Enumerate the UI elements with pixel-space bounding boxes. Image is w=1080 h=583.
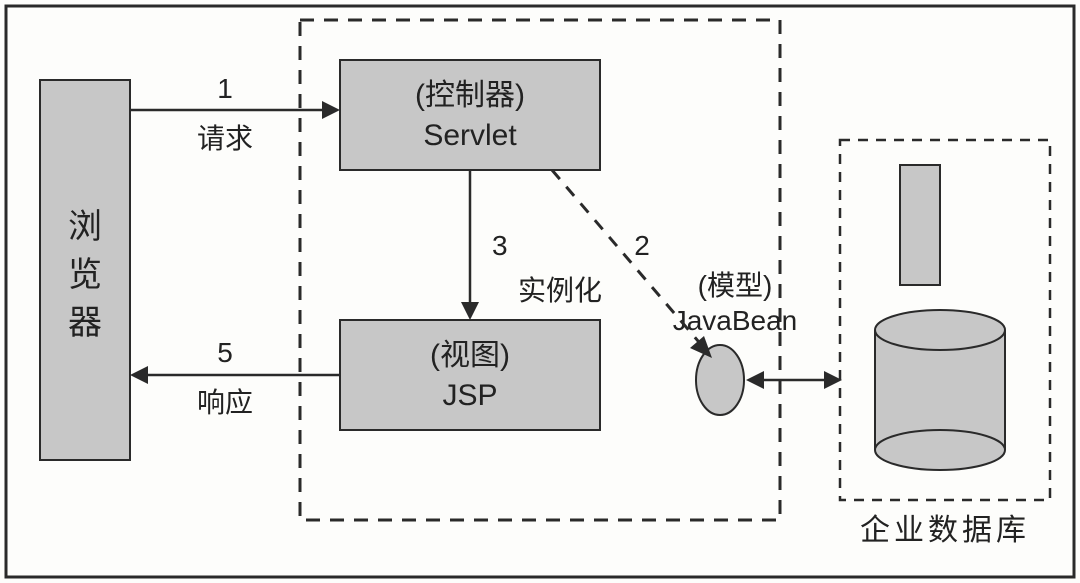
edge-1-num: 1	[217, 73, 233, 104]
edge-3-label: 实例化	[518, 275, 602, 306]
db-caption: 企业数据库	[860, 514, 1030, 547]
edge-2-arrow	[690, 336, 712, 358]
servlet-label-bottom: Servlet	[423, 119, 517, 152]
edge-1-label: 请求	[197, 123, 253, 154]
jsp-box	[340, 320, 600, 430]
servlet-box	[340, 60, 600, 170]
edge-5-label: 响应	[197, 387, 253, 418]
browser-label-3: 器	[68, 304, 102, 342]
edge-3-num: 3	[492, 230, 508, 261]
bean-node	[696, 345, 744, 415]
jsp-label-top: (视图)	[430, 339, 510, 372]
jsp-label-bottom: JSP	[442, 379, 497, 412]
bean-label-bottom: JavaBean	[673, 305, 798, 336]
edge-db-arrow-left	[746, 371, 764, 389]
edge-3-arrow	[461, 302, 479, 320]
bean-label-top: (模型)	[698, 270, 773, 301]
edge-5-num: 5	[217, 337, 233, 368]
browser-label-1: 浏	[68, 208, 102, 246]
db-cylinder	[875, 310, 1005, 470]
servlet-label-top: (控制器)	[415, 79, 525, 112]
edge-5-arrow	[130, 366, 148, 384]
db-bar	[900, 165, 940, 285]
edge-1-arrow	[322, 101, 340, 119]
edge-2-num: 2	[634, 230, 650, 261]
browser-label-2: 览	[68, 256, 102, 294]
